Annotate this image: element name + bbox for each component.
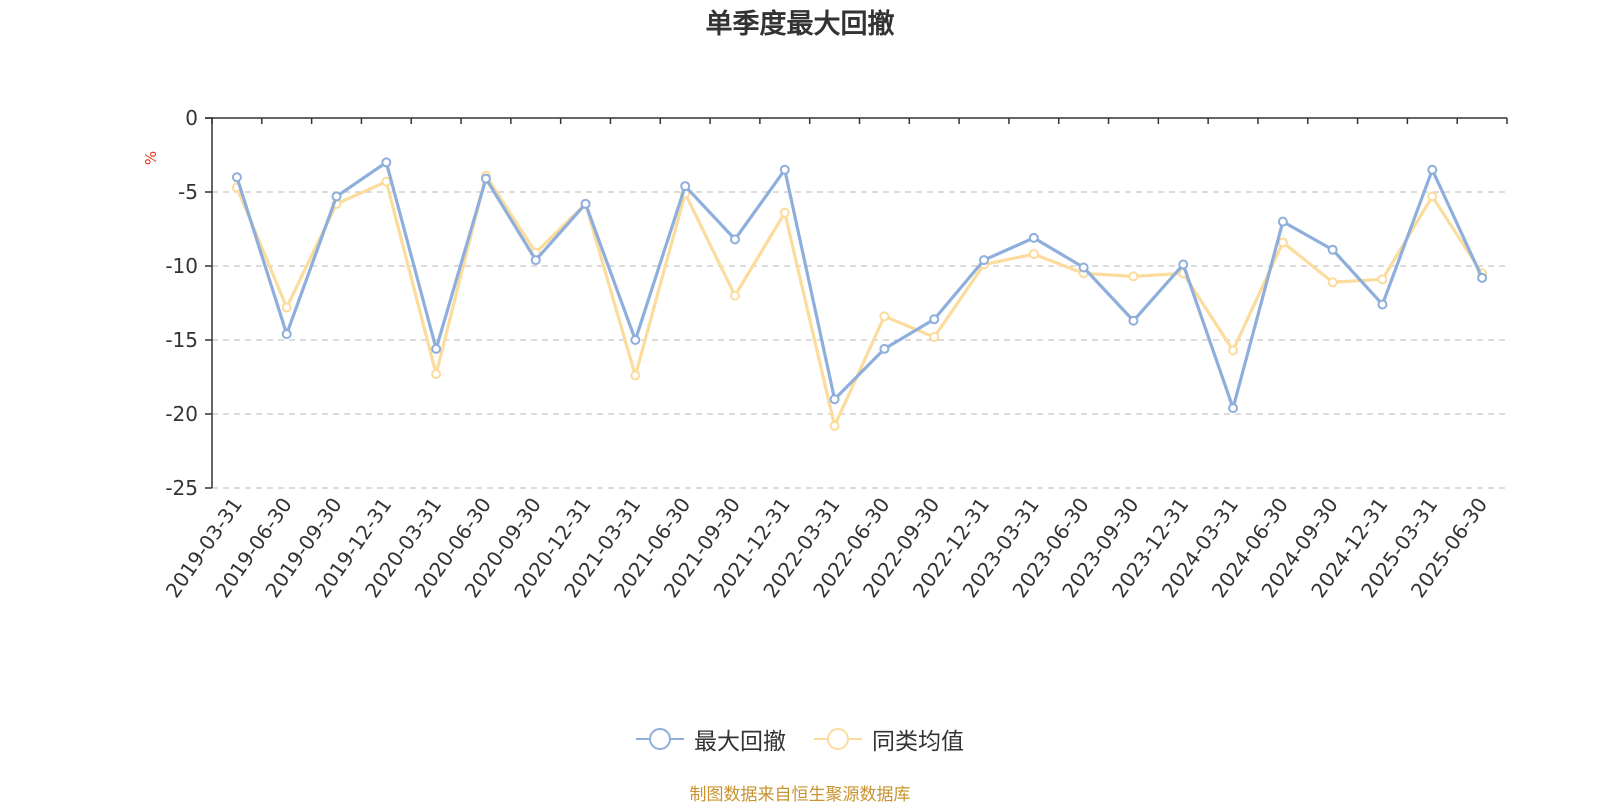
data-point (480, 173, 491, 184)
data-point (530, 255, 541, 266)
y-tick-label: -10 (165, 254, 198, 278)
data-point (1277, 216, 1288, 227)
chart-title: 单季度最大回撤 (705, 9, 895, 40)
legend-label: 最大回撤 (694, 729, 786, 755)
data-point (1327, 244, 1338, 255)
data-point (729, 234, 740, 245)
data-point (431, 343, 442, 354)
data-point (680, 181, 691, 192)
y-tick-label: -5 (178, 180, 198, 204)
data-point (779, 207, 790, 218)
data-point (1477, 272, 1488, 283)
legend: 最大回撤 同类均值 (0, 722, 1600, 756)
data-point (1377, 299, 1388, 310)
data-point (929, 314, 940, 325)
data-point (630, 335, 641, 345)
data-point (779, 164, 790, 175)
data-point (281, 329, 292, 340)
data-point (331, 191, 342, 202)
data-point (829, 394, 840, 405)
data-point (1028, 249, 1039, 260)
data-point (1327, 277, 1338, 288)
data-point (829, 420, 840, 431)
data-point (929, 332, 940, 343)
grid-lines (212, 191, 1507, 489)
data-point (1377, 274, 1388, 285)
data-point (381, 157, 392, 168)
data-point (1028, 232, 1039, 243)
data-point (1427, 191, 1438, 202)
data-point (879, 311, 890, 322)
y-axis-label: % (142, 151, 160, 165)
y-tick-label: 0 (185, 106, 198, 130)
series-line-1 (235, 160, 1484, 410)
data-point (1178, 259, 1189, 270)
legend-marker-icon (814, 728, 862, 750)
y-tick-label: -15 (165, 328, 198, 352)
data-point (580, 198, 591, 209)
data-point (1128, 315, 1139, 326)
data-point (1128, 271, 1139, 282)
data-point (1078, 262, 1089, 273)
data-point (231, 172, 242, 183)
y-tick-label: -20 (165, 402, 198, 426)
data-point (979, 255, 990, 266)
data-point (729, 290, 740, 301)
data-point (1228, 403, 1239, 414)
data-point (1228, 345, 1239, 356)
legend-label: 同类均值 (872, 729, 964, 755)
legend-item-2[interactable]: 同类均值 (814, 722, 964, 756)
legend-item-1[interactable]: 最大回撤 (636, 722, 786, 756)
series-line-2 (235, 174, 1484, 428)
y-tick-label: -25 (165, 476, 198, 500)
axes (205, 117, 1508, 489)
data-point (1277, 237, 1288, 248)
line-chart: 0-5-10-15-20-252019-03-312019-06-302019-… (142, 106, 1508, 602)
data-point (281, 302, 292, 313)
data-point (630, 370, 641, 381)
data-point (1427, 164, 1438, 175)
series-lines (231, 157, 1488, 431)
data-point (879, 343, 890, 354)
source-note: 制图数据来自恒生聚源数据库 (689, 785, 911, 805)
data-point (431, 369, 442, 380)
legend-marker-icon (636, 728, 684, 750)
